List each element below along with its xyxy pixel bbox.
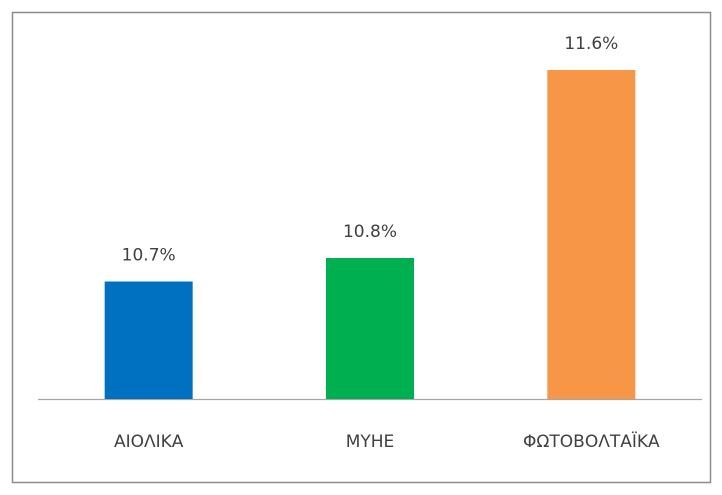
bar	[326, 258, 414, 399]
bar	[104, 281, 193, 399]
value-label: 10.8%	[343, 222, 397, 242]
bar	[547, 70, 636, 399]
x-tick-label: ΑΙΟΛΙΚΑ	[114, 432, 184, 452]
value-label: 10.7%	[122, 246, 176, 266]
value-label: 11.6%	[564, 34, 618, 54]
x-tick-label: ΜΥΗΕ	[346, 432, 395, 452]
x-tick-label: ΦΩΤΟΒΟΛΤΑΪΚΑ	[523, 431, 660, 452]
